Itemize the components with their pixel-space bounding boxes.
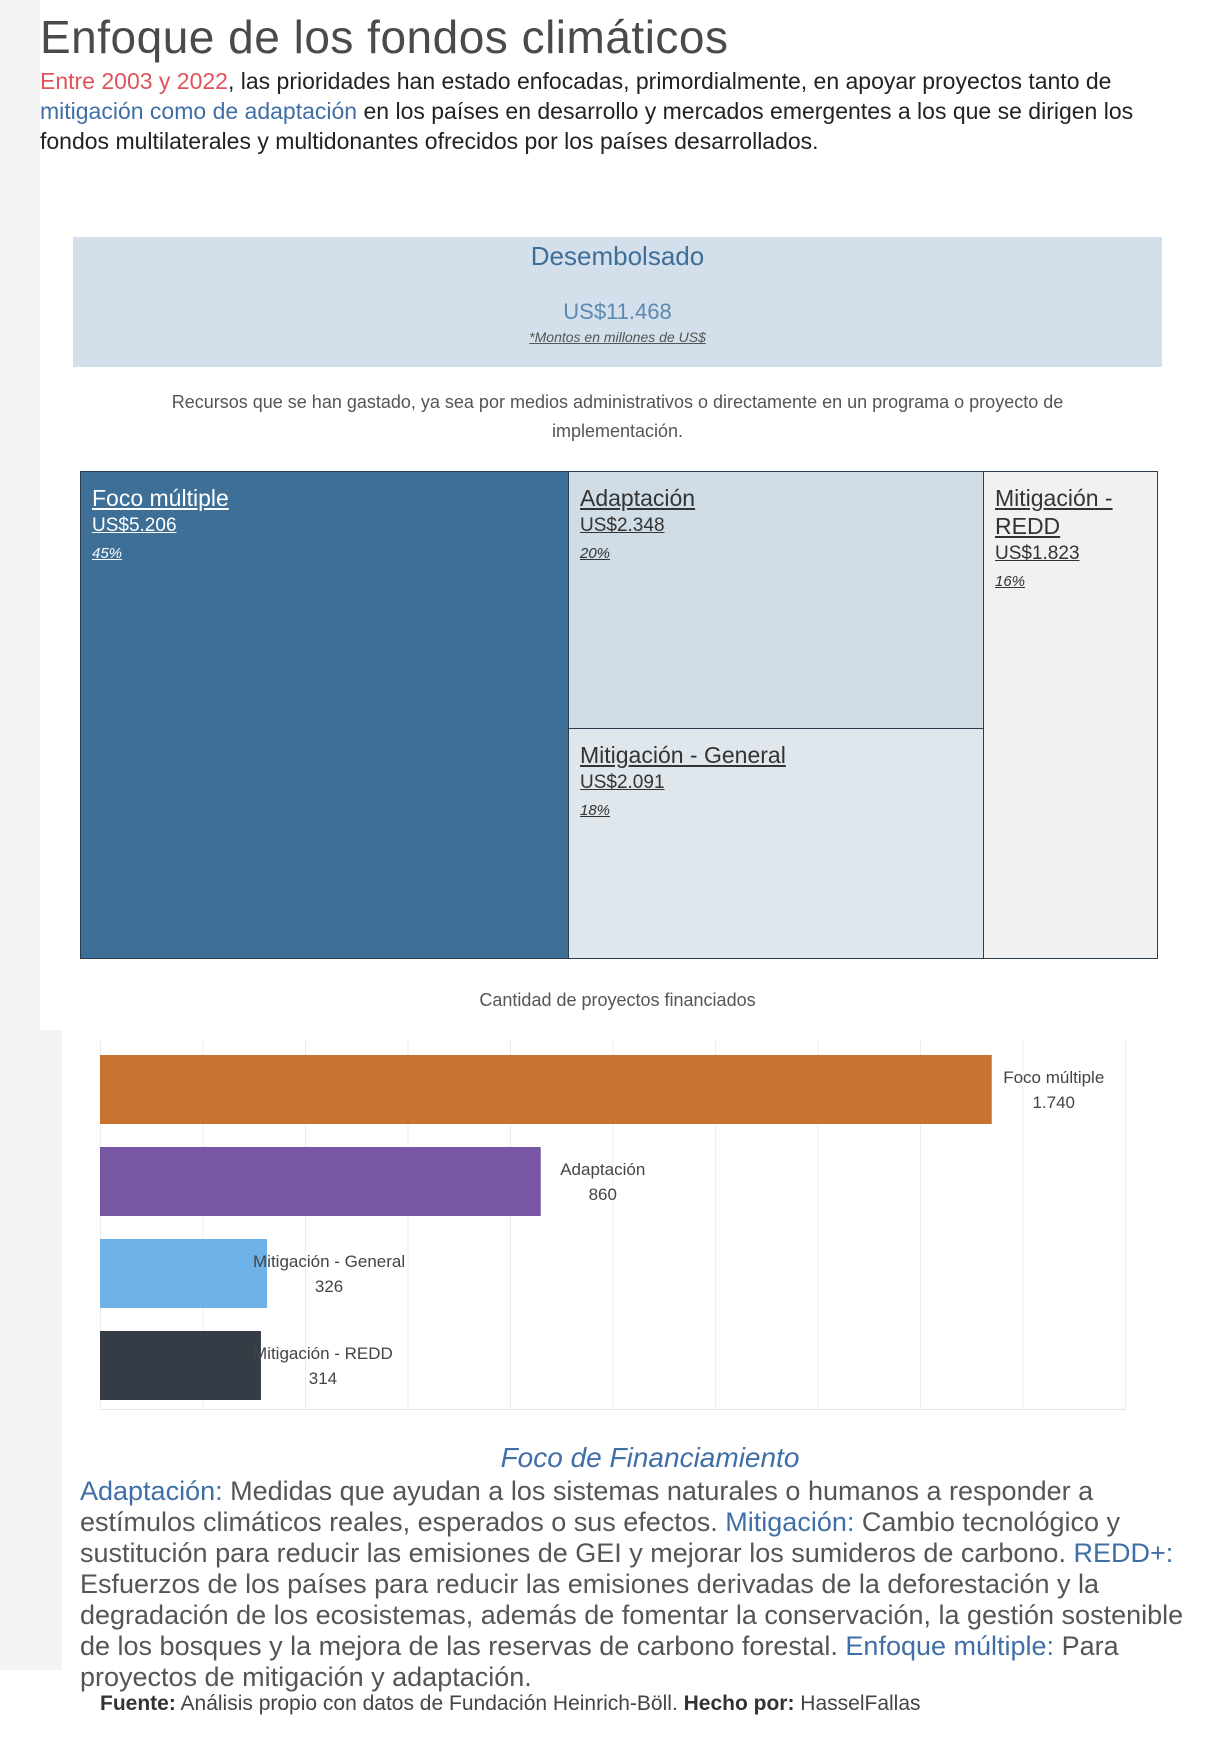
amounts-note: *Montos en millones de US$ <box>529 329 706 345</box>
bar-category-label: Adaptación <box>560 1160 645 1179</box>
bar-value-label: 1.740 <box>1032 1093 1075 1112</box>
bar-chart-title: Cantidad de proyectos financiados <box>479 990 756 1010</box>
treemap-amount: US$2.091 <box>580 772 665 793</box>
intro-types: mitigación como de adaptación <box>40 98 358 124</box>
treemap-tile-adaptacion[interactable]: Adaptación US$2.348 20% <box>569 472 984 729</box>
source-footer: Fuente: Análisis propio con datos de Fun… <box>100 1692 921 1716</box>
treemap-percent: 20% <box>580 545 611 562</box>
treemap-amount: US$1.823 <box>995 543 1080 564</box>
treemap-label: Adaptación <box>580 485 696 511</box>
treemap-percent: 45% <box>92 545 123 562</box>
legend-term-enfoque-multiple: Enfoque múltiple: <box>845 1631 1055 1661</box>
legend-def-mitigacion: Cambio tecnológico y sustitución para re… <box>80 1507 1120 1568</box>
intro-paragraph: Entre 2003 y 2022, las prioridades han e… <box>40 66 1200 156</box>
legend-def-enfoque-multiple: Para proyectos de mitigación y adaptació… <box>80 1631 1119 1692</box>
treemap-chart: Foco múltiple US$5.206 45% Adaptación US… <box>80 471 1158 959</box>
treemap-tile-mitigacion-general[interactable]: Mitigación - General US$2.091 18% <box>569 729 984 958</box>
bar-2[interactable] <box>100 1239 268 1308</box>
disbursed-amount: US$11.468 <box>563 299 672 324</box>
treemap-percent: 16% <box>995 573 1026 590</box>
treemap-tile-mitigacion-redd[interactable]: Mitigación - REDD US$1.823 16% <box>984 472 1157 958</box>
disbursed-label: Desembolsado <box>530 241 705 271</box>
legend-def-adaptacion: Medidas que ayudan a los sistemas natura… <box>80 1476 1094 1537</box>
treemap-label: Foco múltiple <box>92 485 229 511</box>
page-title: Enfoque de los fondos climáticos <box>40 11 729 63</box>
treemap-tile-foco-multiple[interactable]: Foco múltiple US$5.206 45% <box>81 472 569 958</box>
legend-term-mitigacion: Mitigación: <box>725 1507 855 1537</box>
projects-bar-chart: Foco múltiple 1.740 Adaptación 860 Mitigació… <box>100 1040 1126 1410</box>
author-label: Hecho por: <box>683 1692 795 1715</box>
treemap-amount: US$5.206 <box>92 515 177 536</box>
intro-text-1: , las prioridades han estado enfocadas, … <box>227 68 1112 94</box>
bar-category-label: Mitigación - REDD <box>253 1344 393 1363</box>
treemap-label: Mitigación - REDD <box>995 485 1113 539</box>
source-text: Análisis propio con datos de Fundación H… <box>175 1692 684 1715</box>
legend-term-redd: REDD+: <box>1073 1538 1174 1568</box>
footer-background <box>0 1670 1209 1744</box>
disbursed-summary-box: Desembolsado US$11.468 *Montos en millon… <box>73 237 1162 367</box>
treemap-percent: 18% <box>580 802 611 819</box>
bar-3[interactable] <box>100 1331 261 1400</box>
bar-value-label: 860 <box>589 1185 617 1204</box>
left-margin-strip-lower <box>0 1030 62 1670</box>
legend-title: Foco de Financiamiento <box>500 1442 800 1473</box>
treemap-amount: US$2.348 <box>580 515 665 536</box>
disbursed-description: Recursos que se han gastado, ya sea por … <box>171 392 1064 441</box>
bar-category-label: Mitigación - General <box>253 1252 405 1271</box>
bar-0[interactable] <box>100 1055 992 1124</box>
legend-def-redd: Esfuerzos de los países para reducir las… <box>80 1569 1184 1661</box>
bar-value-label: 326 <box>315 1277 343 1296</box>
intro-text-2: en los países en desarrollo y mercados e… <box>40 98 1134 154</box>
author-text: HasselFallas <box>794 1692 921 1715</box>
left-margin-strip <box>0 0 40 1030</box>
bar-category-label: Foco múltiple <box>1003 1068 1104 1087</box>
bar-1[interactable] <box>100 1147 541 1216</box>
legend-definitions: Adaptación: Medidas que ayudan a los sis… <box>80 1476 1195 1693</box>
legend-term-adaptacion: Adaptación: <box>80 1476 223 1506</box>
bar-value-label: 314 <box>309 1369 337 1388</box>
source-label: Fuente: <box>100 1692 176 1715</box>
intro-years: Entre 2003 y 2022 <box>40 68 228 94</box>
treemap-label: Mitigación - General <box>580 742 786 768</box>
